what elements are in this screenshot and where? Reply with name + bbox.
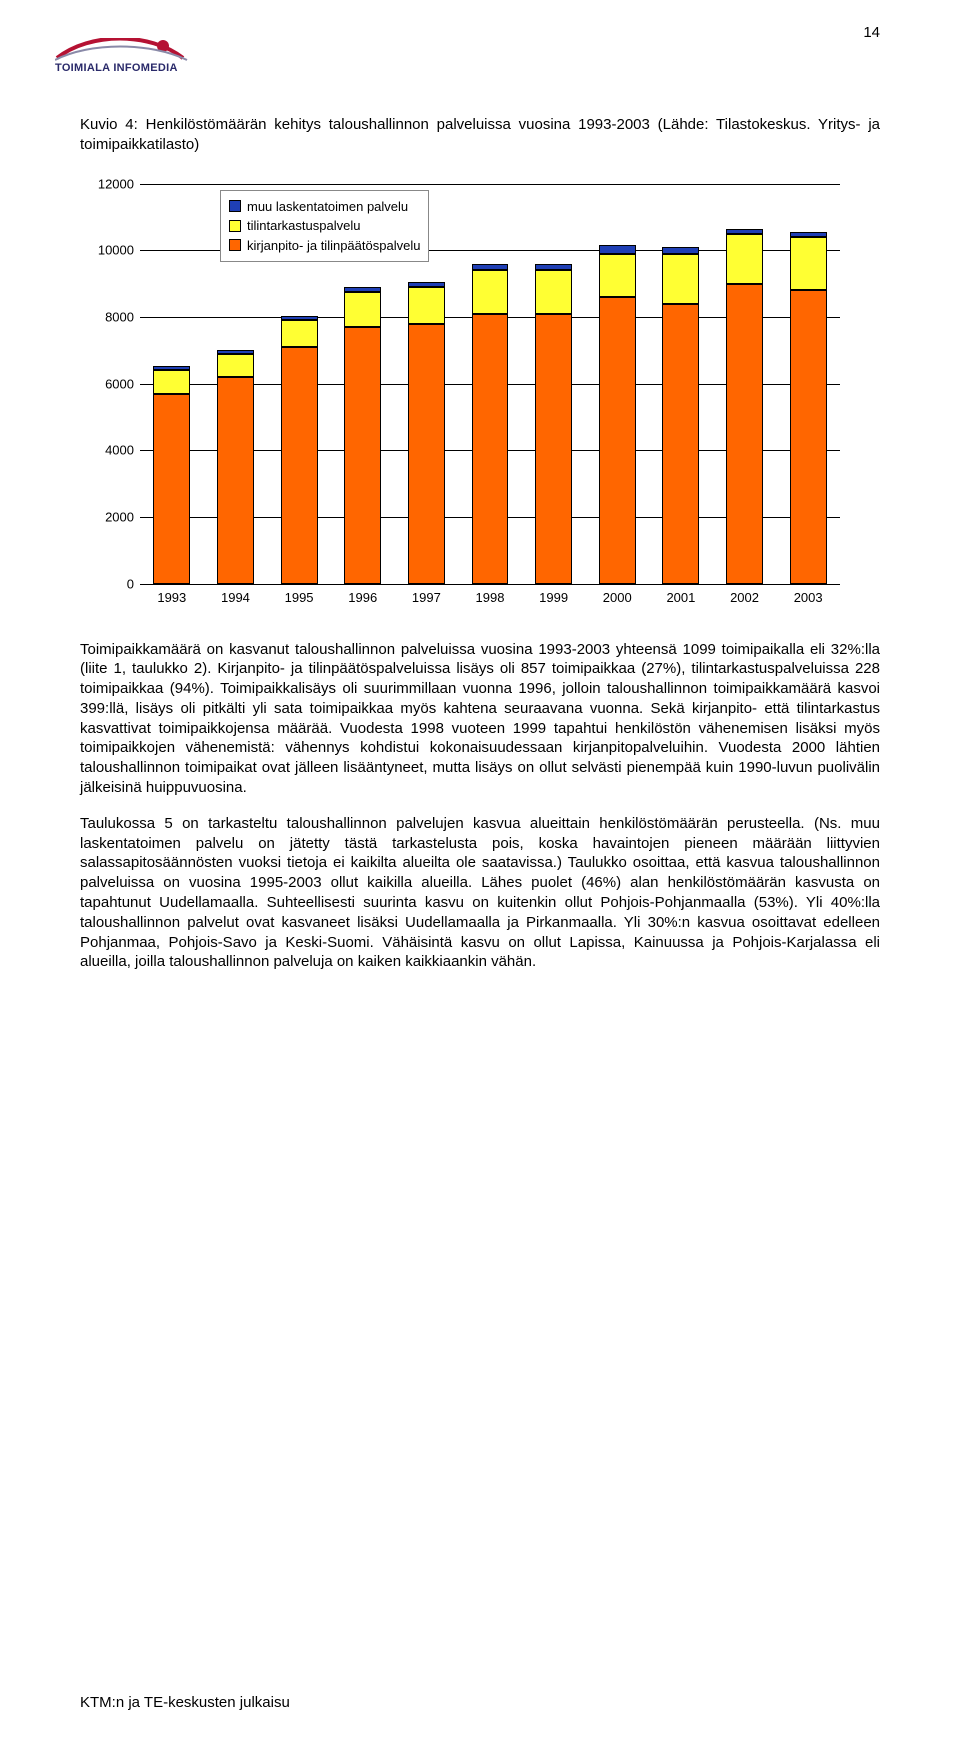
bar-segment-tilintarkastus bbox=[153, 370, 190, 393]
bar-segment-tilintarkastus bbox=[599, 254, 636, 297]
bar-segment-muu bbox=[662, 247, 699, 254]
x-tick-label: 1997 bbox=[408, 590, 445, 605]
bar-segment-muu bbox=[535, 264, 572, 270]
legend-swatch-icon bbox=[229, 239, 241, 251]
x-tick-label: 1996 bbox=[344, 590, 381, 605]
bar-segment-muu bbox=[472, 264, 509, 270]
grid-line bbox=[140, 584, 840, 585]
legend-label: muu laskentatoimen palvelu bbox=[247, 197, 408, 217]
bar-segment-muu bbox=[344, 287, 381, 292]
bar: 2001 bbox=[662, 184, 699, 584]
x-tick-label: 1998 bbox=[472, 590, 509, 605]
logo-text: TOIMIALA INFOMEDIA bbox=[55, 62, 195, 74]
bar-segment-kirjanpito bbox=[281, 347, 318, 584]
footer: KTM:n ja TE-keskusten julkaisu bbox=[80, 1694, 290, 1711]
paragraph-2: Taulukossa 5 on tarkasteltu taloushallin… bbox=[80, 814, 880, 972]
y-tick-label: 12000 bbox=[88, 176, 134, 191]
bar-segment-tilintarkastus bbox=[408, 287, 445, 324]
bar-segment-kirjanpito bbox=[726, 284, 763, 584]
x-tick-label: 1993 bbox=[153, 590, 190, 605]
legend-label: tilintarkastuspalvelu bbox=[247, 216, 360, 236]
legend-swatch-icon bbox=[229, 220, 241, 232]
bar-segment-tilintarkastus bbox=[472, 270, 509, 313]
logo-text-1: TOIMIALA bbox=[55, 62, 110, 74]
bar: 2003 bbox=[790, 184, 827, 584]
y-tick-label: 0 bbox=[88, 576, 134, 591]
legend-item: kirjanpito- ja tilinpäätöspalvelu bbox=[229, 236, 420, 256]
y-tick-label: 8000 bbox=[88, 309, 134, 324]
legend: muu laskentatoimen palvelutilintarkastus… bbox=[220, 190, 429, 263]
x-tick-label: 2000 bbox=[599, 590, 636, 605]
bar-segment-tilintarkastus bbox=[344, 292, 381, 327]
bar-segment-muu bbox=[790, 232, 827, 237]
bar-segment-kirjanpito bbox=[662, 304, 699, 584]
bar-segment-muu bbox=[217, 350, 254, 354]
bar-segment-kirjanpito bbox=[408, 324, 445, 584]
y-tick-label: 4000 bbox=[88, 443, 134, 458]
bar-segment-tilintarkastus bbox=[281, 320, 318, 347]
bar-segment-muu bbox=[726, 229, 763, 234]
bar-segment-tilintarkastus bbox=[726, 234, 763, 284]
bar-segment-kirjanpito bbox=[153, 394, 190, 584]
bar-segment-muu bbox=[153, 366, 190, 370]
legend-label: kirjanpito- ja tilinpäätöspalvelu bbox=[247, 236, 420, 256]
bar-segment-kirjanpito bbox=[217, 377, 254, 584]
x-tick-label: 2001 bbox=[662, 590, 699, 605]
bar-segment-kirjanpito bbox=[790, 290, 827, 583]
legend-item: tilintarkastuspalvelu bbox=[229, 216, 420, 236]
paragraph-1: Toimipaikkamäärä on kasvanut taloushalli… bbox=[80, 640, 880, 798]
bar-segment-tilintarkastus bbox=[790, 237, 827, 290]
bar-segment-muu bbox=[281, 316, 318, 320]
bar: 1998 bbox=[472, 184, 509, 584]
x-tick-label: 1994 bbox=[217, 590, 254, 605]
bar-segment-kirjanpito bbox=[344, 327, 381, 584]
bar-segment-kirjanpito bbox=[535, 314, 572, 584]
bar-segment-tilintarkastus bbox=[535, 270, 572, 313]
bar-segment-muu bbox=[408, 282, 445, 287]
bar: 2002 bbox=[726, 184, 763, 584]
bar-segment-kirjanpito bbox=[599, 297, 636, 584]
bar-segment-tilintarkastus bbox=[662, 254, 699, 304]
x-tick-label: 2003 bbox=[790, 590, 827, 605]
x-tick-label: 1995 bbox=[281, 590, 318, 605]
bar-segment-tilintarkastus bbox=[217, 354, 254, 377]
page-number: 14 bbox=[863, 24, 880, 41]
x-tick-label: 1999 bbox=[535, 590, 572, 605]
chart-title: Kuvio 4: Henkilöstömäärän kehitys talous… bbox=[80, 115, 880, 156]
y-tick-label: 10000 bbox=[88, 243, 134, 258]
bar: 1993 bbox=[153, 184, 190, 584]
legend-swatch-icon bbox=[229, 200, 241, 212]
logo: TOIMIALA INFOMEDIA bbox=[55, 38, 195, 74]
body-text: Toimipaikkamäärä on kasvanut taloushalli… bbox=[80, 640, 880, 973]
bar: 2000 bbox=[599, 184, 636, 584]
legend-item: muu laskentatoimen palvelu bbox=[229, 197, 420, 217]
bar: 1999 bbox=[535, 184, 572, 584]
page: 14 TOIMIALA INFOMEDIA Kuvio 4: Henkilöst… bbox=[0, 0, 960, 1739]
chart-container: 0200040006000800010000120001993199419951… bbox=[80, 184, 880, 584]
y-tick-label: 2000 bbox=[88, 509, 134, 524]
chart-plot: 0200040006000800010000120001993199419951… bbox=[140, 184, 840, 584]
bar-segment-muu bbox=[599, 245, 636, 253]
bar-segment-kirjanpito bbox=[472, 314, 509, 584]
y-tick-label: 6000 bbox=[88, 376, 134, 391]
logo-text-2: INFOMEDIA bbox=[113, 62, 177, 74]
x-tick-label: 2002 bbox=[726, 590, 763, 605]
